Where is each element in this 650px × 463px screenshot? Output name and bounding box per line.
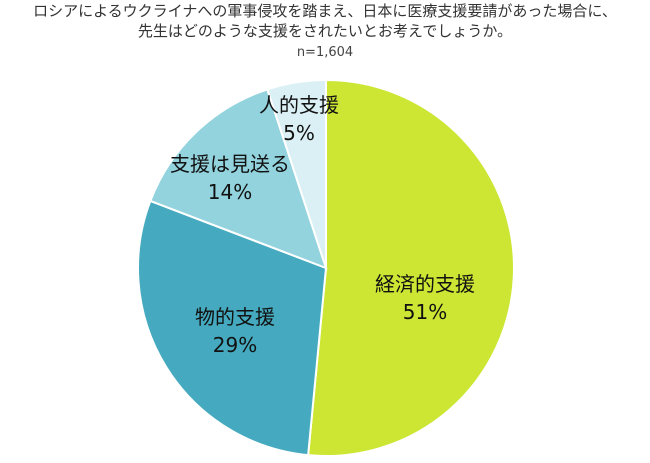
pie-slice-1 <box>307 78 515 457</box>
slice-label-3: 支援は見送る <box>170 152 290 176</box>
chart-title-line2: 先生はどのような支援をされたいとお考えでしょうか。 <box>137 22 513 40</box>
pie-slice-4 <box>266 78 327 269</box>
sample-size: n=1,604 <box>296 45 354 60</box>
slice-percent-2: 29% <box>213 333 257 357</box>
slice-label-1: 経済的支援 <box>375 272 475 296</box>
slice-percent-3: 14% <box>208 180 252 204</box>
pie-slice-3 <box>149 88 328 270</box>
pie-slice-2 <box>137 199 328 457</box>
slice-percent-1: 51% <box>403 300 447 324</box>
slice-label-4: 人的支援 <box>259 93 339 117</box>
slice-percent-4: 5% <box>283 121 315 145</box>
slice-label-2: 物的支援 <box>195 305 275 329</box>
chart-title-line1: ロシアによるウクライナへの軍事侵攻を踏まえ、日本に医療支援要請があった場合に、 <box>33 2 617 20</box>
